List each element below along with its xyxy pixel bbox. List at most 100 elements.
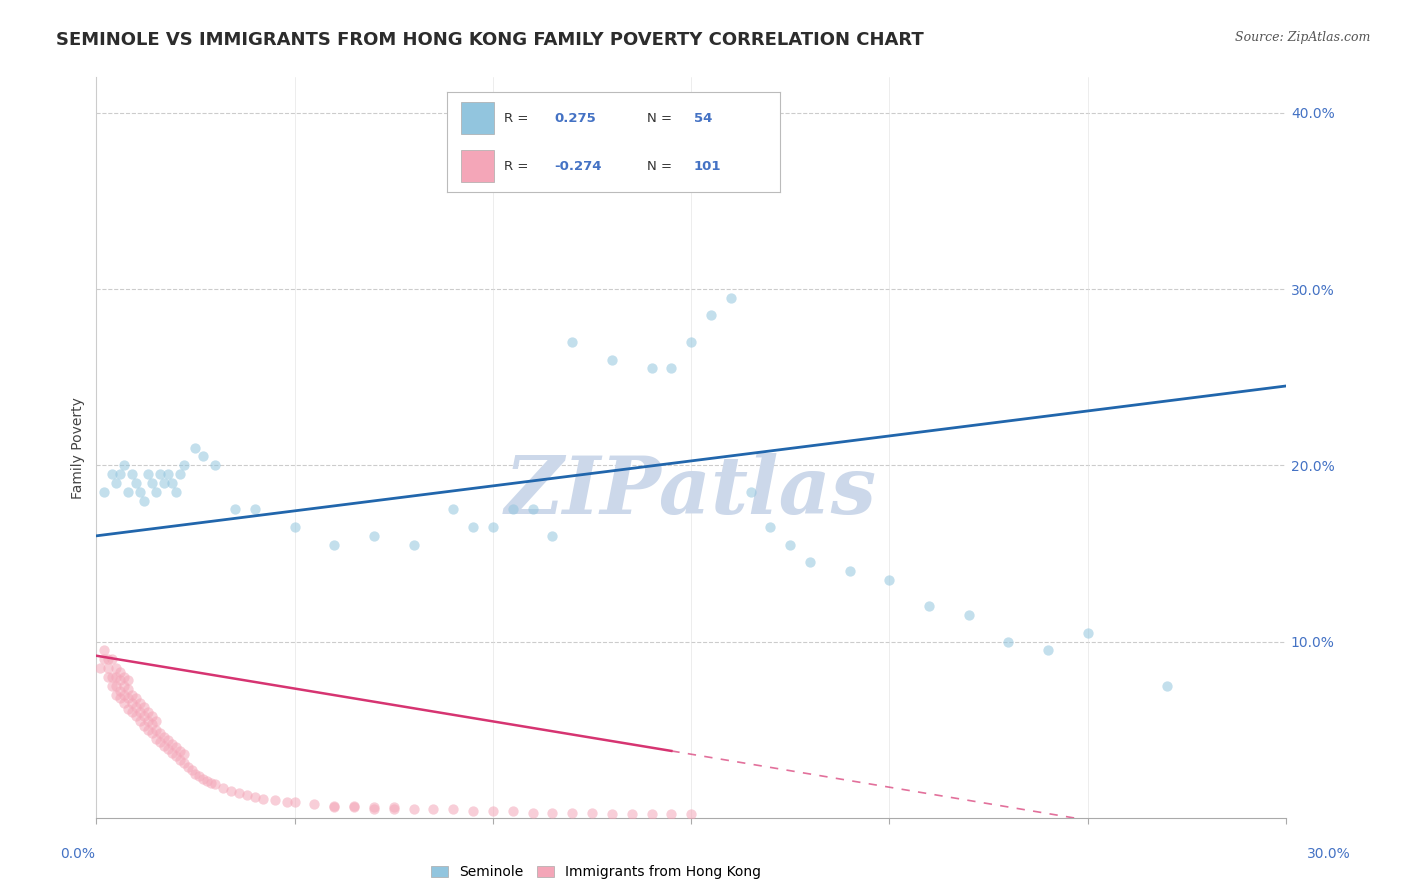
Point xyxy=(441,502,464,516)
Point xyxy=(93,652,115,666)
Point xyxy=(121,688,143,702)
Point xyxy=(740,484,762,499)
Point xyxy=(125,699,148,714)
Point xyxy=(165,740,187,755)
Point xyxy=(173,458,195,473)
Point xyxy=(541,805,564,820)
Point xyxy=(252,791,274,805)
Point xyxy=(441,802,464,816)
Point xyxy=(121,467,143,482)
Point xyxy=(125,708,148,723)
Point xyxy=(169,753,191,767)
Point xyxy=(176,760,198,774)
Point xyxy=(204,777,226,791)
Point xyxy=(97,661,120,675)
Point xyxy=(112,696,135,710)
Point xyxy=(97,670,120,684)
Point xyxy=(141,726,163,740)
Point xyxy=(212,780,235,795)
Point xyxy=(700,309,723,323)
Point xyxy=(1077,625,1099,640)
Point xyxy=(129,696,152,710)
Point xyxy=(659,361,682,376)
Point xyxy=(184,767,207,781)
Point xyxy=(541,529,564,543)
Text: 30.0%: 30.0% xyxy=(1306,847,1351,861)
Point xyxy=(132,708,155,723)
Point xyxy=(522,502,544,516)
Point xyxy=(108,691,131,706)
Point xyxy=(136,723,159,737)
Point xyxy=(276,795,298,809)
Point xyxy=(160,746,183,760)
Point xyxy=(600,352,623,367)
Point xyxy=(640,361,662,376)
Point xyxy=(112,688,135,702)
Point xyxy=(600,807,623,822)
Point xyxy=(125,691,148,706)
Point xyxy=(284,795,307,809)
Point xyxy=(129,714,152,728)
Point xyxy=(838,564,860,578)
Point xyxy=(640,807,662,822)
Point xyxy=(117,682,139,697)
Point xyxy=(323,538,346,552)
Point xyxy=(156,733,179,747)
Point xyxy=(169,744,191,758)
Point xyxy=(112,670,135,684)
Point xyxy=(224,502,246,516)
Point xyxy=(101,670,124,684)
Point xyxy=(132,699,155,714)
Legend: Seminole, Immigrants from Hong Kong: Seminole, Immigrants from Hong Kong xyxy=(426,860,766,885)
Point xyxy=(136,467,159,482)
Point xyxy=(141,708,163,723)
Point xyxy=(105,688,128,702)
Point xyxy=(363,529,385,543)
Point xyxy=(141,475,163,490)
Point xyxy=(125,475,148,490)
Point xyxy=(236,788,259,802)
Point xyxy=(129,484,152,499)
Point xyxy=(160,737,183,751)
Point xyxy=(502,804,524,818)
Point xyxy=(117,691,139,706)
Point xyxy=(382,800,405,814)
Point xyxy=(129,705,152,719)
Point xyxy=(243,789,266,804)
Point xyxy=(101,679,124,693)
Point xyxy=(681,807,703,822)
Point xyxy=(561,805,583,820)
Point xyxy=(243,502,266,516)
Point xyxy=(799,555,821,569)
Point xyxy=(152,730,174,744)
Point xyxy=(169,467,191,482)
Point xyxy=(197,773,219,788)
Point xyxy=(184,441,207,455)
Point xyxy=(343,800,366,814)
Point xyxy=(402,802,425,816)
Point xyxy=(156,742,179,756)
Point xyxy=(193,450,215,464)
Point xyxy=(284,520,307,534)
Text: ZIPatlas: ZIPatlas xyxy=(505,453,877,531)
Point xyxy=(502,502,524,516)
Point xyxy=(105,679,128,693)
Point xyxy=(149,735,172,749)
Point xyxy=(193,772,215,786)
Point xyxy=(879,573,901,587)
Point xyxy=(149,467,172,482)
Point xyxy=(200,775,222,789)
Point xyxy=(779,538,801,552)
Point xyxy=(323,800,346,814)
Point xyxy=(105,475,128,490)
Point xyxy=(180,764,202,778)
Point xyxy=(89,661,111,675)
Point xyxy=(160,475,183,490)
Point xyxy=(228,786,250,800)
Text: 0.0%: 0.0% xyxy=(60,847,94,861)
Point xyxy=(620,807,643,822)
Point xyxy=(136,705,159,719)
Point xyxy=(323,798,346,813)
Point xyxy=(720,291,742,305)
Point xyxy=(108,665,131,679)
